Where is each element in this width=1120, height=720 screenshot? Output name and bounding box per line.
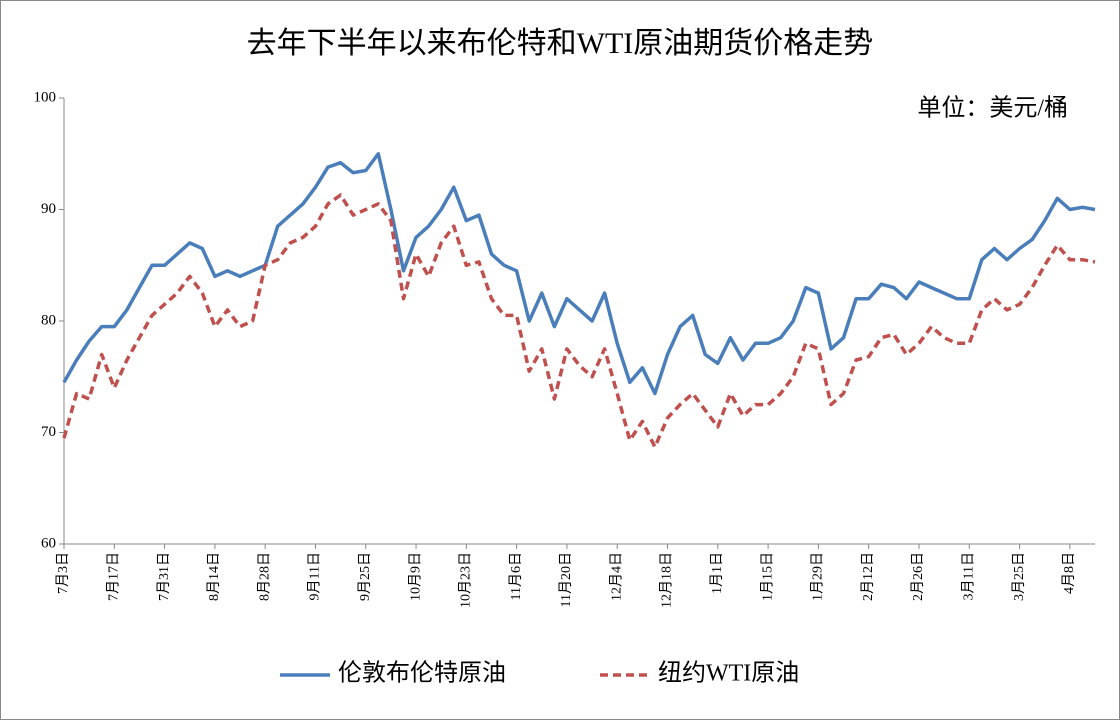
x-tick-label: 7月3日 (55, 552, 71, 594)
x-tick-label: 4月8日 (1061, 552, 1077, 594)
unit-note: 单位：美元/桶 (917, 95, 1068, 122)
legend-label: 纽约WTI原油 (658, 660, 799, 687)
x-tick-label: 9月11日 (307, 552, 323, 600)
legend-label: 伦敦布伦特原油 (338, 660, 506, 687)
x-tick-label: 2月12日 (860, 552, 876, 601)
x-tick-label: 2月26日 (910, 552, 926, 601)
x-tick-label: 11月6日 (508, 552, 524, 600)
x-tick-label: 1月29日 (810, 552, 826, 601)
x-tick-label: 10月23日 (458, 552, 474, 608)
x-tick-label: 7月17日 (106, 552, 122, 601)
y-tick-label: 80 (41, 312, 56, 328)
y-tick-label: 60 (41, 535, 56, 551)
series-line (62, 152, 1096, 396)
x-tick-label: 3月11日 (960, 552, 976, 600)
x-tick-label: 3月25日 (1011, 552, 1027, 601)
x-tick-label: 11月20日 (558, 552, 574, 607)
x-tick-label: 8月28日 (256, 552, 272, 601)
x-tick-label: 9月25日 (357, 552, 373, 601)
x-tick-label: 12月4日 (608, 552, 624, 601)
x-tick-label: 7月31日 (156, 552, 172, 601)
series-line (62, 193, 1096, 449)
x-tick-label: 10月9日 (407, 552, 423, 601)
x-tick-label: 8月14日 (206, 552, 222, 601)
x-tick-label: 12月18日 (659, 552, 675, 608)
y-tick-label: 70 (41, 424, 56, 440)
y-tick-label: 90 (41, 201, 56, 217)
x-tick-label: 1月15日 (759, 552, 775, 601)
y-tick-label: 100 (34, 89, 57, 105)
chart-title: 去年下半年以来布伦特和WTI原油期货价格走势 (247, 27, 874, 60)
x-tick-label: 1月1日 (709, 552, 725, 594)
